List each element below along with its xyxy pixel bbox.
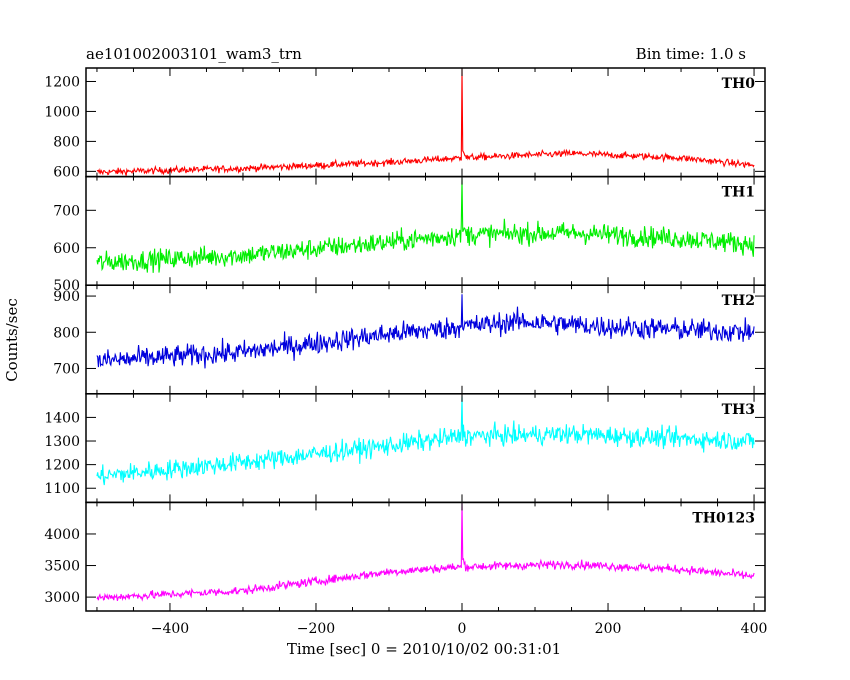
- y-tick-label: 700: [53, 361, 80, 377]
- y-tick-label: 1400: [44, 410, 80, 426]
- panel-frame: [85, 284, 766, 395]
- x-tick-label: −400: [151, 621, 189, 637]
- panel-th1: 500 600 700 TH1: [53, 175, 766, 294]
- series-line-th3: [96, 396, 755, 486]
- panel-th0: 600 800 1000 1200 TH0: [44, 67, 766, 180]
- x-axis-label: Time [sec] 0 = 2010/10/02 00:31:01: [287, 640, 561, 658]
- y-tick-label: 600: [53, 241, 80, 257]
- series-line-th1: [96, 178, 755, 273]
- y-tick-label: 1200: [44, 458, 80, 474]
- y-tick-label: 800: [53, 325, 80, 341]
- y-tick-label: 800: [53, 134, 80, 150]
- panel-th0123: 3000 3500 4000 TH0123: [44, 501, 766, 612]
- y-tick-label: 1100: [44, 481, 80, 497]
- y-tick-label: 1000: [44, 104, 80, 120]
- series-line-th0: [96, 68, 755, 176]
- panel-label-th0123: TH0123: [692, 510, 755, 526]
- series-line-th0123: [96, 503, 755, 602]
- y-tick-label: 500: [53, 278, 80, 294]
- panel-label-th2: TH2: [722, 293, 755, 309]
- panels-group: 600 800 1000 1200 TH0 500 600 700 TH1 700 800 900 TH…: [44, 67, 766, 612]
- y-tick-label: 600: [53, 164, 80, 180]
- panel-label-th1: TH1: [722, 185, 755, 201]
- y-tick-label: 1200: [44, 74, 80, 90]
- y-tick-label: 4000: [44, 527, 80, 543]
- y-tick-label: 3000: [44, 590, 80, 606]
- y-tick-label: 700: [53, 203, 80, 219]
- series-line-th2: [96, 294, 755, 369]
- x-tick-label: −200: [297, 621, 335, 637]
- x-tick-label: 0: [458, 621, 467, 637]
- y-axis-label: Counts/sec: [3, 298, 21, 382]
- y-tick-label: 900: [53, 289, 80, 305]
- panel-label-th3: TH3: [722, 402, 755, 418]
- x-tick-label: 400: [741, 621, 768, 637]
- panel-th2: 700 800 900 TH2: [53, 284, 766, 395]
- chart-title-right: Bin time: 1.0 s: [636, 45, 746, 63]
- chart-title-left: ae101002003101_wam3_trn: [86, 45, 302, 63]
- y-tick-label: 1300: [44, 434, 80, 450]
- y-tick-label: 3500: [44, 559, 80, 575]
- panel-th3: 1100 1200 1300 1400 TH3: [44, 393, 766, 504]
- x-tick-label: 200: [595, 621, 622, 637]
- x-axis: −400 −200 0 200 400: [151, 621, 768, 637]
- panel-label-th0: TH0: [722, 76, 756, 92]
